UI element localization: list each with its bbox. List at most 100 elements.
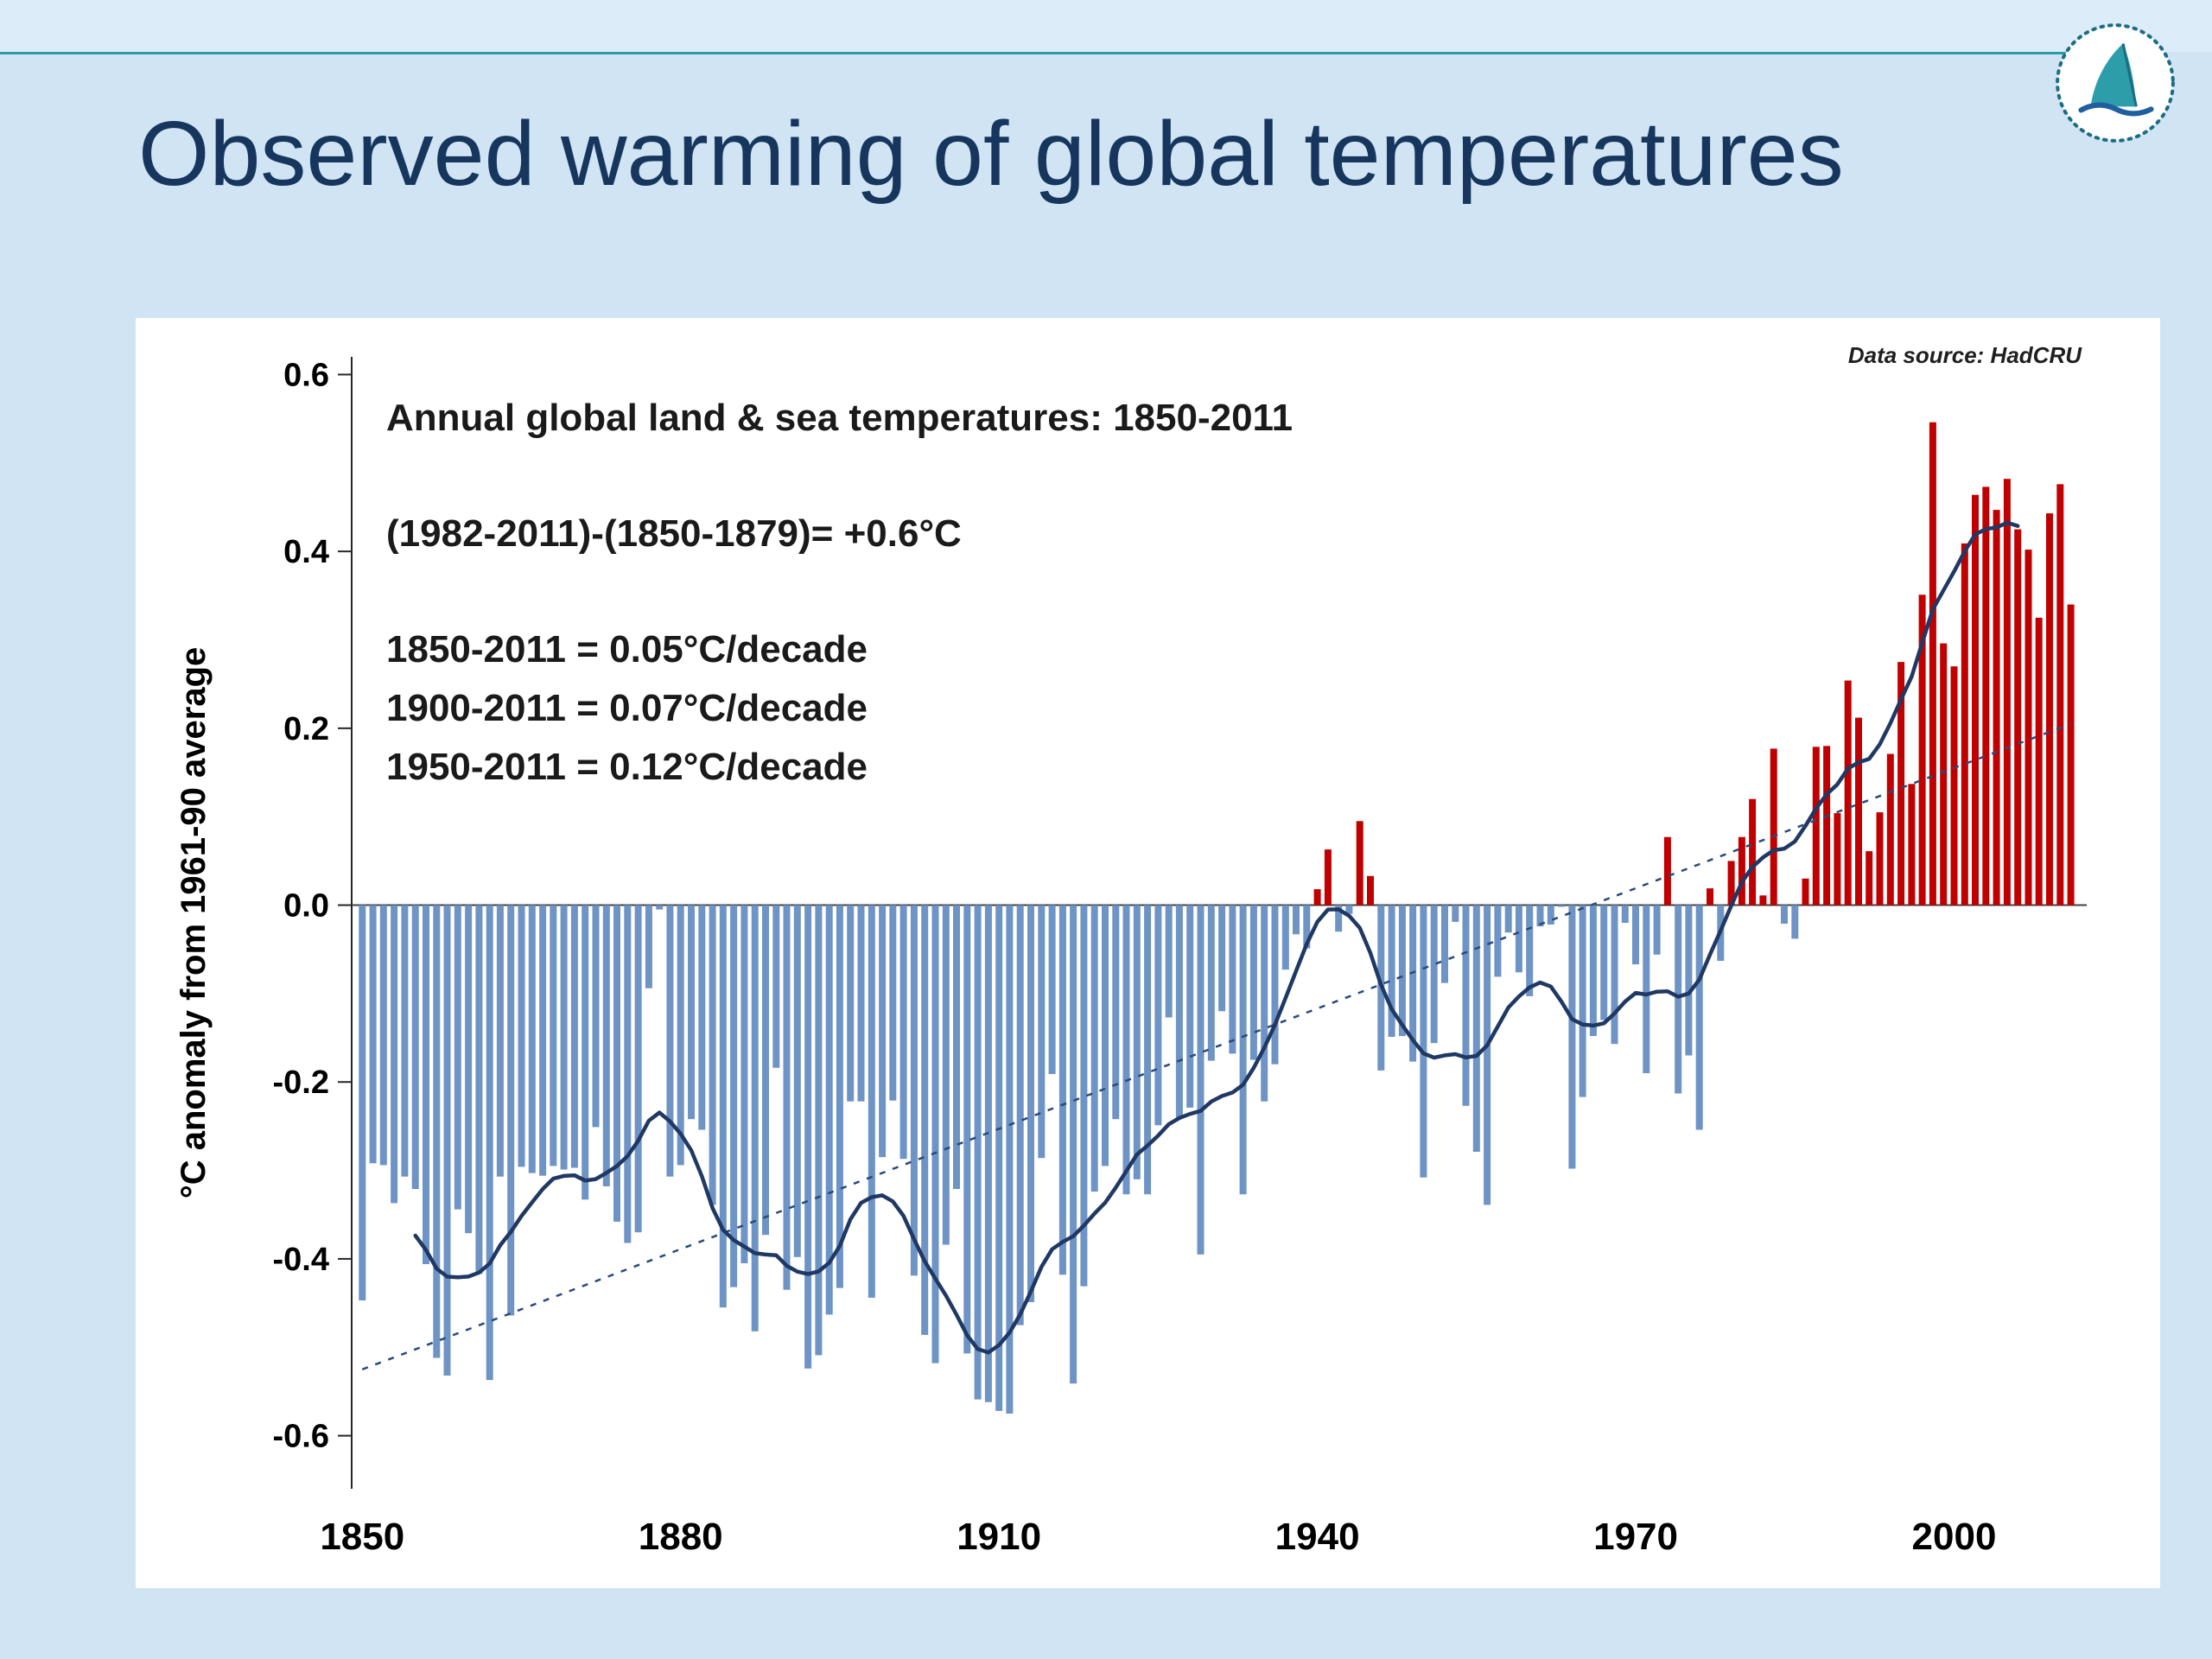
anomaly-bar-1961 — [1536, 905, 1544, 927]
anomaly-bar-1998 — [1929, 422, 1936, 906]
anomaly-bar-1958 — [1504, 905, 1512, 933]
linear-trend-line — [361, 722, 2072, 1371]
anomaly-bar-1982 — [1759, 895, 1767, 906]
anomaly-bar-2011 — [2067, 604, 2075, 906]
anomaly-bar-1954 — [1462, 905, 1470, 1106]
anomaly-bar-1850 — [359, 905, 366, 1300]
anomaly-bar-1923 — [1133, 905, 1141, 1179]
organization-logo — [2050, 17, 2181, 149]
y-tick-label: 0.4 — [283, 534, 329, 570]
anomaly-bar-1966 — [1589, 905, 1597, 1036]
anomaly-bar-1925 — [1154, 905, 1162, 1126]
anomaly-bar-1976 — [1695, 905, 1703, 1130]
anomaly-bar-1959 — [1515, 905, 1522, 973]
anomaly-bar-1950 — [1420, 905, 1427, 1178]
anomaly-bar-1905 — [942, 905, 950, 1245]
anomaly-bar-1882 — [698, 905, 706, 1130]
y-tick-label: -0.6 — [273, 1419, 329, 1455]
anomaly-bar-1931 — [1218, 905, 1226, 1012]
anomaly-bar-1930 — [1207, 905, 1215, 1061]
anomaly-bar-2000 — [1950, 666, 1958, 906]
anomaly-bar-1865 — [518, 905, 525, 1167]
anomaly-bar-1898 — [868, 905, 875, 1298]
x-tick-label: 1970 — [1593, 1516, 1678, 1558]
anomaly-bar-1917 — [1070, 905, 1077, 1384]
anomaly-bar-1973 — [1663, 836, 1671, 906]
anomaly-bar-1856 — [423, 905, 429, 1264]
x-tick-label: 1880 — [639, 1516, 723, 1558]
anomaly-bar-1876 — [634, 905, 642, 1233]
anomaly-bar-1989 — [1834, 813, 1841, 906]
anomaly-bar-1981 — [1749, 798, 1757, 906]
anomaly-bar-1904 — [931, 905, 939, 1363]
y-tick-label: -0.2 — [273, 1065, 329, 1101]
anomaly-bar-1903 — [921, 905, 929, 1335]
anomaly-bar-1943 — [1345, 905, 1353, 914]
anomaly-bar-1879 — [666, 905, 674, 1177]
anomaly-bar-1889 — [772, 905, 780, 1068]
anomaly-bar-1881 — [688, 905, 695, 1120]
x-tick-label: 2000 — [1912, 1516, 1997, 1558]
anomaly-bar-1999 — [1940, 643, 1948, 906]
anomaly-bar-1921 — [1112, 905, 1120, 1120]
anomaly-bar-1888 — [762, 905, 769, 1236]
anomaly-bar-1885 — [730, 905, 738, 1287]
anomaly-bar-1901 — [899, 905, 907, 1160]
anomaly-bar-1907 — [963, 905, 971, 1354]
anomaly-bar-1951 — [1430, 905, 1438, 1044]
anomaly-bar-1996 — [1908, 784, 1916, 906]
anomaly-bar-1909 — [984, 905, 992, 1402]
anomaly-bar-1866 — [528, 905, 536, 1173]
anomaly-bar-1988 — [1823, 746, 1831, 906]
anomaly-bar-1871 — [582, 905, 589, 1200]
anomaly-bar-1867 — [539, 905, 547, 1176]
anomaly-bar-2009 — [2046, 513, 2053, 906]
anomaly-bar-1939 — [1303, 905, 1311, 949]
anomaly-bar-1895 — [836, 905, 843, 1288]
anomaly-bar-1927 — [1175, 905, 1183, 1119]
anomaly-bar-1870 — [570, 905, 578, 1168]
anomaly-bar-2002 — [1972, 494, 1979, 906]
anomaly-bar-2006 — [2014, 529, 2022, 906]
anomaly-bar-1945 — [1367, 875, 1374, 906]
anomaly-bar-1902 — [910, 905, 918, 1276]
anomaly-bar-2004 — [1993, 510, 2000, 906]
anomaly-bar-1992 — [1866, 851, 1873, 906]
anomaly-bar-1967 — [1600, 905, 1608, 1020]
y-tick-label: -0.4 — [273, 1242, 329, 1278]
anomaly-bar-1857 — [433, 905, 441, 1358]
anomaly-bar-1893 — [815, 905, 823, 1356]
anomaly-bar-1972 — [1653, 905, 1661, 955]
anomaly-bar-1884 — [719, 905, 727, 1308]
anomaly-bar-1868 — [550, 905, 557, 1166]
anomaly-bar-1875 — [624, 905, 632, 1243]
anomaly-bar-1937 — [1281, 905, 1289, 970]
anomaly-bar-1928 — [1186, 905, 1194, 1108]
x-tick-label: 1850 — [320, 1516, 404, 1558]
anomaly-bar-1974 — [1675, 905, 1682, 1094]
anomaly-bar-1936 — [1271, 905, 1279, 1065]
anomaly-bar-1854 — [401, 905, 409, 1177]
anomaly-bar-1971 — [1643, 905, 1650, 1073]
anomaly-bar-1922 — [1122, 905, 1130, 1195]
anomaly-bar-2005 — [2003, 479, 2011, 906]
anomaly-bar-1984 — [1781, 905, 1788, 924]
header-band — [0, 0, 2212, 52]
anomaly-bar-1993 — [1876, 812, 1884, 906]
anomaly-bar-1878 — [656, 905, 664, 910]
anomaly-bar-1874 — [613, 905, 620, 1222]
anomaly-bar-1964 — [1568, 905, 1576, 1169]
anomaly-bar-1912 — [1016, 905, 1024, 1325]
anomaly-bar-1896 — [847, 905, 855, 1102]
smoothed-temperature-line — [413, 520, 2020, 1355]
anomaly-bar-1962 — [1547, 905, 1554, 925]
y-tick-label: 0.0 — [283, 888, 329, 925]
anomaly-bar-1960 — [1526, 905, 1534, 996]
anomaly-bar-1908 — [974, 905, 982, 1400]
anomaly-bar-1906 — [953, 905, 960, 1189]
anomaly-bar-1997 — [1918, 594, 1926, 906]
anomaly-bar-1979 — [1727, 861, 1735, 906]
anomaly-bar-1880 — [677, 905, 684, 1166]
temperature-anomaly-chart: 0.6 0.4 0.2 0.0 -0.2 -0.4 -0.6 1850 1880 1910 1940… — [175, 342, 2087, 1558]
chart-panel: 0.6 0.4 0.2 0.0 -0.2 -0.4 -0.6 1850 1880 1910 1940… — [136, 318, 2160, 1588]
